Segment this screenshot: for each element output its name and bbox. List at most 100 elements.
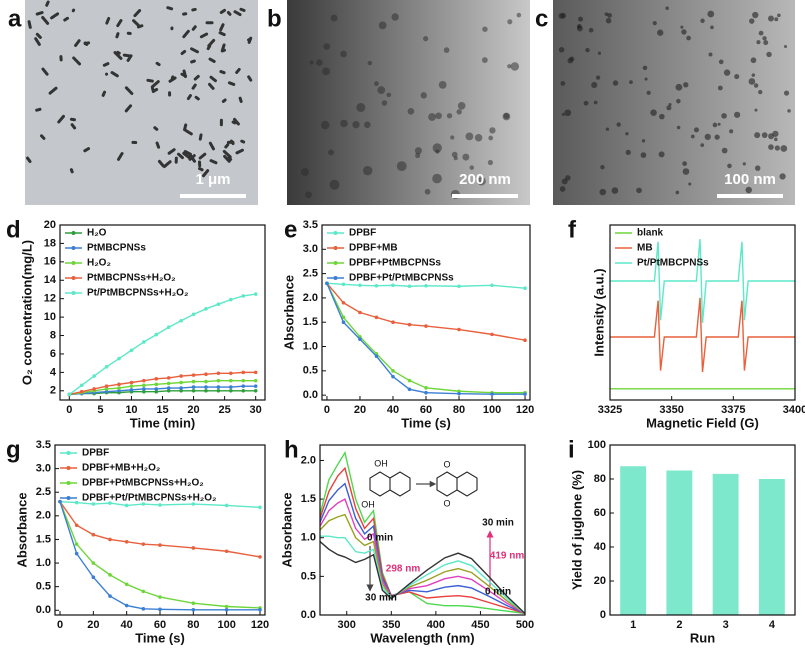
particle <box>681 29 687 35</box>
data-point <box>117 382 121 387</box>
data-point <box>58 499 62 504</box>
particle <box>407 107 415 115</box>
particle <box>707 10 715 18</box>
particle <box>116 50 121 55</box>
particle <box>561 112 565 116</box>
particle <box>126 54 133 62</box>
particle <box>391 13 399 21</box>
data-point <box>141 589 146 594</box>
particle <box>676 98 681 104</box>
particle <box>63 16 70 22</box>
legend-label: DPBF+MB <box>349 243 398 254</box>
particle <box>676 125 681 130</box>
particle <box>124 86 134 96</box>
y-tick-label: 80 <box>594 473 606 485</box>
y-tick-label: 2.5 <box>303 268 318 280</box>
particle <box>110 71 119 78</box>
particle <box>155 141 161 149</box>
data-point <box>224 604 229 609</box>
particle <box>194 95 200 101</box>
particle <box>625 132 629 136</box>
data-point <box>258 608 262 612</box>
particle <box>226 10 232 16</box>
data-point <box>191 379 196 384</box>
particle <box>193 74 200 81</box>
particle <box>612 80 619 86</box>
x-tick-label: 450 <box>471 619 489 631</box>
particle <box>191 83 197 90</box>
data-point <box>253 370 258 375</box>
data-point <box>92 387 96 391</box>
series-line <box>319 541 526 614</box>
particle <box>564 109 572 117</box>
x-axis-label: Time (s) <box>401 415 451 430</box>
legend-label: DPBF <box>349 228 376 239</box>
structure-label: OH <box>374 458 388 468</box>
particle <box>198 167 204 172</box>
particle <box>50 12 60 20</box>
series-line <box>68 293 256 396</box>
particle <box>774 17 779 22</box>
particle <box>367 60 373 66</box>
y-tick-label: 18 <box>44 237 56 249</box>
data-point <box>166 325 171 330</box>
particle <box>686 35 691 41</box>
particle <box>352 121 360 129</box>
particle <box>777 13 781 18</box>
data-point <box>191 546 196 550</box>
data-point <box>166 386 171 390</box>
data-point <box>407 378 412 383</box>
data-point <box>191 388 196 393</box>
particle <box>717 122 721 126</box>
particle <box>779 173 786 180</box>
data-point <box>104 387 109 391</box>
particle <box>766 51 772 58</box>
data-point <box>79 383 84 388</box>
annotation: 0 min <box>485 587 511 598</box>
particle <box>432 143 442 153</box>
structure-label: O <box>443 459 450 469</box>
particle <box>219 23 225 32</box>
data-point <box>490 283 494 288</box>
particle <box>323 43 331 50</box>
data-point <box>325 281 329 286</box>
data-point <box>142 387 146 391</box>
particle <box>710 25 714 30</box>
particle <box>198 133 203 141</box>
y-tick-label: 3.5 <box>36 439 51 451</box>
x-tick-label: 40 <box>387 404 399 416</box>
data-point <box>191 312 196 317</box>
data-point <box>129 388 134 392</box>
legend-label: blank <box>637 228 664 239</box>
particle <box>754 165 761 171</box>
particle <box>41 16 50 25</box>
legend-label: Pt/PtMBCPNSs+H₂O₂ <box>87 288 188 299</box>
particle <box>753 83 759 88</box>
particle <box>198 152 207 160</box>
x-tick-label: 0 <box>324 404 330 416</box>
particle <box>155 61 161 67</box>
particle <box>768 144 774 150</box>
legend-swatch <box>71 261 76 265</box>
data-point <box>74 542 79 546</box>
particle <box>227 81 236 86</box>
particle <box>474 134 483 142</box>
legend-label: PtMBCPNSs <box>87 243 146 254</box>
data-point <box>141 607 146 611</box>
y-tick-label: 1.0 <box>301 532 316 544</box>
y-tick-label: 1.0 <box>36 557 51 569</box>
legend-swatch <box>71 231 76 235</box>
data-point <box>407 387 412 392</box>
data-point <box>124 582 129 587</box>
x-tick-label: 25 <box>218 404 230 416</box>
data-point <box>117 388 121 393</box>
legend-swatch <box>66 481 71 485</box>
particle <box>132 19 141 28</box>
data-point <box>374 315 379 320</box>
y-tick-label: 10 <box>44 311 56 323</box>
particle <box>364 121 371 129</box>
data-point <box>74 551 79 556</box>
data-point <box>253 388 258 393</box>
y-tick-label: 0.0 <box>36 604 51 616</box>
x-axis-label: Time (min) <box>130 415 196 430</box>
